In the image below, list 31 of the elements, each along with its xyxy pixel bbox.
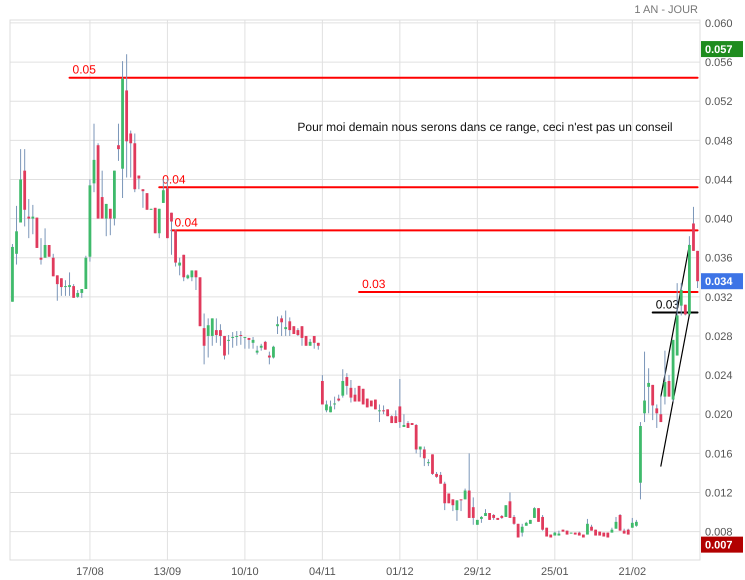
y-tick-label: 0.028 (705, 330, 733, 343)
y-tick-label: 0.032 (705, 292, 733, 304)
x-tick-label: 29/12 (464, 566, 492, 578)
y-tick-label: 0.012 (705, 488, 733, 500)
series-label: 0.04 (174, 215, 198, 230)
text: 0.007 (705, 540, 733, 552)
y-tick-label: 0.024 (705, 370, 733, 382)
y-tick-label: 0.036 (705, 252, 733, 265)
y-tick-label: 0.040 (705, 214, 733, 226)
x-tick-label: 04/11 (309, 566, 336, 578)
chart-subtitle: 1 AN - JOUR (634, 4, 698, 16)
y-tick-label: 0.056 (705, 57, 733, 70)
text: 0.057 (705, 44, 733, 56)
annotation: Pour moi demain nous serons dans ce range, ceci n'est pas un conseil (297, 120, 673, 134)
series-label: 0.03 (362, 276, 386, 291)
y-tick-label: 0.060 (705, 18, 733, 30)
x-tick-label: 13/09 (154, 566, 182, 578)
x-tick-label: 21/02 (618, 566, 646, 578)
y-tick-label: 0.020 (705, 409, 733, 422)
x-tick-label: 25/01 (541, 566, 569, 578)
y-tick-label: 0.048 (705, 135, 733, 148)
text: 0.034 (705, 276, 734, 288)
series-label: 0.04 (162, 172, 186, 186)
x-tick-label: 10/10 (231, 566, 259, 578)
y-tick-label: 0.008 (705, 526, 733, 539)
y-tick-label: 0.016 (705, 448, 733, 460)
x-tick-label: 01/12 (386, 566, 414, 578)
y-tick-label: 0.044 (705, 174, 733, 186)
y-tick-label: 0.052 (705, 96, 733, 108)
series-label: 0.05 (72, 62, 96, 77)
x-tick-label: 17/08 (76, 566, 104, 578)
